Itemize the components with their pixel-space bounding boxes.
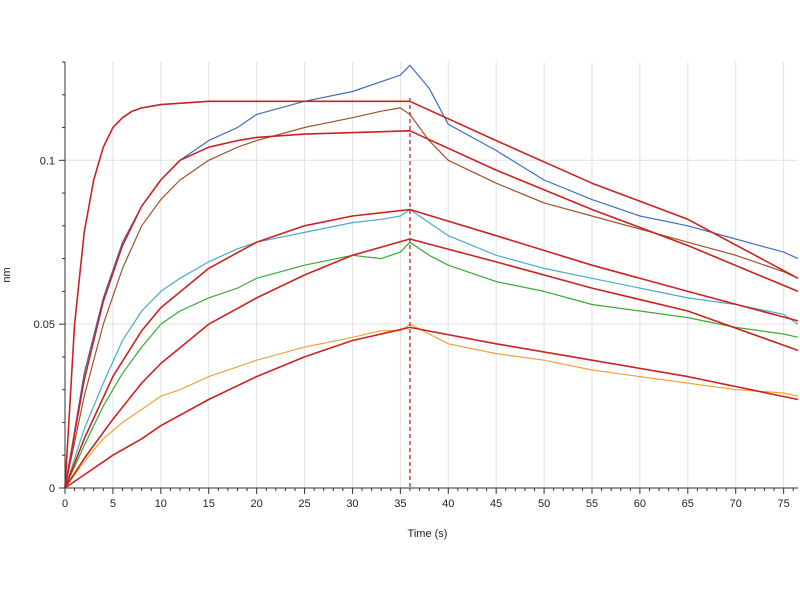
x-tick-label: 30 (346, 498, 358, 510)
fit-curve-3 (64, 208, 799, 489)
x-tick-label: 70 (730, 498, 742, 510)
y-tick-label: 0 (49, 483, 55, 495)
y-axis-title: nm (1, 267, 13, 282)
x-tick-label: 10 (155, 498, 167, 510)
fit-curve-2 (64, 130, 799, 489)
sensorgram-series-4 (64, 241, 799, 489)
x-axis-title: Time (s) (408, 528, 448, 540)
x-tick-label: 25 (298, 498, 310, 510)
y-tick-label: 0.1 (40, 155, 55, 167)
fit-curve-1 (64, 100, 799, 489)
x-tick-label: 0 (62, 498, 68, 510)
sensorgram-series-3 (64, 208, 799, 489)
x-tick-label: 55 (586, 498, 598, 510)
sensorgram-series-5 (64, 323, 799, 489)
axes: 0 5 10 15 20 25 30 35 40 45 50 55 60 65 70 75 0 0.05 0.1 (34, 61, 798, 510)
x-tick-label: 35 (394, 498, 406, 510)
fit-curve-4 (64, 238, 799, 489)
x-tick-label: 15 (203, 498, 215, 510)
y-tick-label: 0.05 (34, 319, 55, 331)
x-tick-label: 5 (110, 498, 116, 510)
x-tick-label: 75 (778, 498, 790, 510)
grid (65, 62, 798, 488)
x-tick-label: 65 (682, 498, 694, 510)
sensorgram-traces (64, 64, 799, 489)
fit-curves (64, 100, 799, 489)
x-tick-label: 50 (538, 498, 550, 510)
x-tick-label: 40 (442, 498, 454, 510)
fit-curve-5 (64, 326, 799, 489)
x-tick-label: 45 (490, 498, 502, 510)
x-tick-label: 60 (634, 498, 646, 510)
x-tick-label: 20 (251, 498, 263, 510)
sensorgram-series-2 (64, 107, 799, 489)
